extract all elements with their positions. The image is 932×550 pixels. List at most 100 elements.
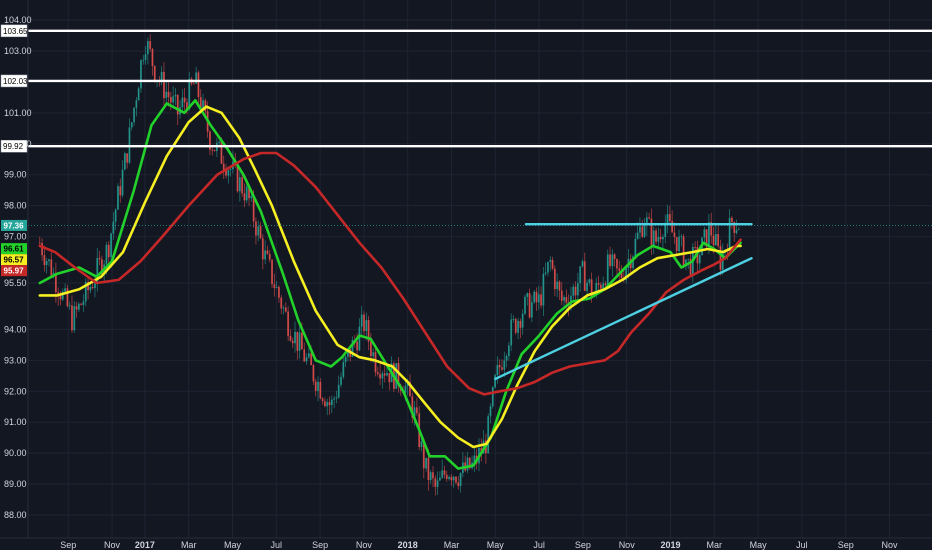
x-tick-label: Sep <box>60 540 76 550</box>
x-tick-label: Nov <box>619 540 636 550</box>
candle-body <box>307 353 310 358</box>
candle-body <box>186 102 188 110</box>
candle-body <box>687 258 690 260</box>
candle-body <box>273 284 276 288</box>
candle-body <box>238 177 241 192</box>
candle-body <box>121 169 124 196</box>
candle-body <box>655 230 657 242</box>
candle-body <box>344 356 347 363</box>
candle-body <box>413 407 416 418</box>
level-price-label: 103.65 <box>3 27 28 36</box>
candle-body <box>372 352 375 357</box>
y-tick-label: 90.00 <box>4 448 27 458</box>
candle-body <box>409 381 411 397</box>
red-moving-average-line <box>38 151 742 396</box>
candle-body <box>66 288 69 307</box>
y-tick-label: 89.00 <box>4 479 27 489</box>
candle-body <box>248 186 250 199</box>
candle-body <box>64 288 66 292</box>
candle-body <box>289 335 292 341</box>
candle-body <box>420 441 423 448</box>
candle-body <box>597 283 600 285</box>
candle-body <box>213 149 216 151</box>
candle-body <box>367 320 370 342</box>
candle-body <box>278 286 280 298</box>
candle-body <box>590 279 593 297</box>
candle-body <box>326 402 329 407</box>
candle-body <box>119 186 122 196</box>
candle-body <box>264 250 267 260</box>
candle-body <box>517 320 519 333</box>
candle-body <box>510 319 513 346</box>
candle-body <box>427 457 430 481</box>
candle-body <box>537 294 540 303</box>
candle-body <box>498 365 501 368</box>
candle-body <box>657 236 660 242</box>
candle-body <box>436 480 439 487</box>
candle-body <box>50 259 53 277</box>
candle-body <box>489 406 492 417</box>
candle-body <box>731 217 733 223</box>
candle-body <box>374 352 377 373</box>
horizontal-levels <box>28 29 932 226</box>
candle-body <box>75 306 78 310</box>
x-axis: Sep Nov 2017 Mar May Jul Sep Nov 2018 Mar May Jul Se… <box>0 537 932 550</box>
candle-body <box>650 218 653 246</box>
candle-body <box>114 209 117 222</box>
candle-body <box>496 365 499 376</box>
candle-body <box>310 353 313 366</box>
candle-body <box>96 257 99 283</box>
candle-body <box>314 381 317 391</box>
candle-body <box>294 331 296 344</box>
candle-body <box>183 97 186 103</box>
candle-body <box>438 477 441 481</box>
candle-body <box>130 122 133 128</box>
y-tick-label: 92.00 <box>4 386 27 396</box>
candle-body <box>87 281 89 291</box>
level-price-label: 102.03 <box>3 77 28 86</box>
current-value-label-box <box>1 254 27 266</box>
candle-body <box>689 258 692 275</box>
y-tick-label: 91.00 <box>4 417 27 427</box>
candle-body <box>448 476 450 480</box>
x-tick-label: Mar <box>707 540 723 550</box>
candle-body <box>604 283 607 286</box>
candle-body <box>616 259 618 269</box>
candle-body <box>636 232 639 239</box>
x-tick-label: Mar <box>444 540 460 550</box>
candle-body <box>59 295 62 300</box>
candle-body <box>581 261 584 267</box>
y-tick-label: 99.00 <box>4 170 27 180</box>
candle-body <box>98 257 101 260</box>
candle-body <box>397 363 400 387</box>
candle-body <box>126 153 129 163</box>
candle-body <box>434 478 437 487</box>
candle-body <box>540 294 542 306</box>
candle-body <box>245 186 248 201</box>
candle-body <box>503 360 506 370</box>
candle-body <box>625 268 628 281</box>
candle-body <box>351 339 354 357</box>
candle-body <box>425 457 427 469</box>
candle-body <box>728 217 731 252</box>
yellow-moving-average-line <box>38 105 742 449</box>
candle-body <box>41 243 43 256</box>
candle-body <box>563 297 565 301</box>
candle-body <box>291 340 294 344</box>
candle-body <box>583 261 586 291</box>
candle-body <box>526 293 529 297</box>
candle-body <box>188 78 191 110</box>
candle-body <box>422 441 425 469</box>
candle-body <box>142 59 145 61</box>
candle-body <box>735 229 738 233</box>
candle-body <box>61 291 64 300</box>
candle-body <box>411 396 414 418</box>
x-tick-label: Mar <box>181 540 197 550</box>
candle-body <box>606 254 609 286</box>
candle-body <box>678 236 680 252</box>
current-value-label-box <box>1 219 27 231</box>
candle-body <box>333 398 336 400</box>
x-tick-label: Jul <box>533 540 545 550</box>
candle-body <box>712 235 715 246</box>
